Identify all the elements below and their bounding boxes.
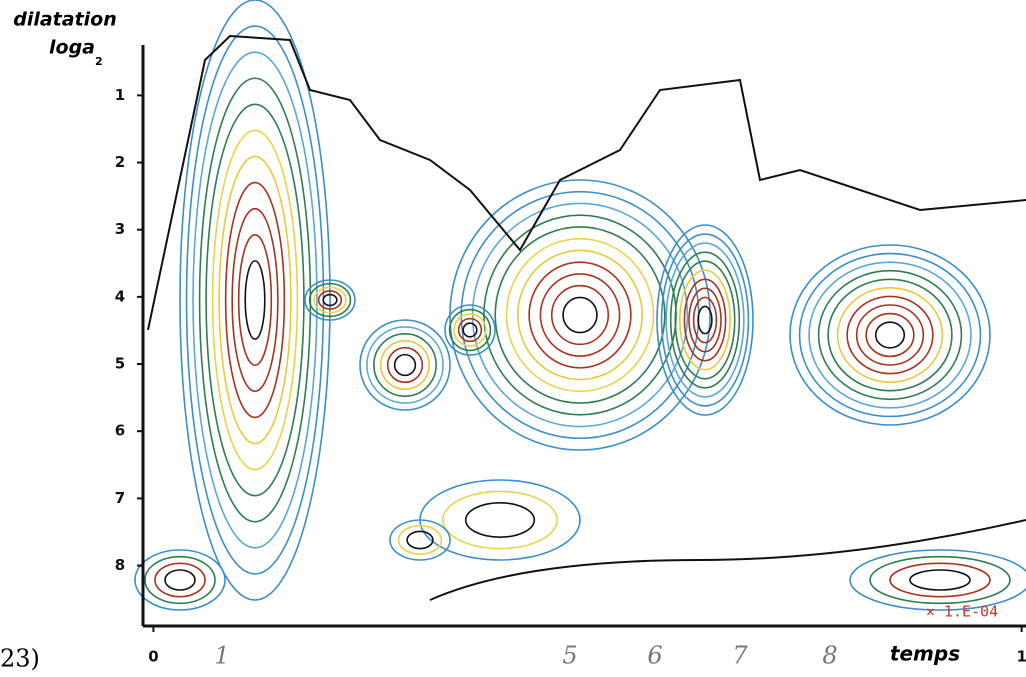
contour-line (144, 555, 216, 605)
contour-line (539, 273, 621, 357)
x-tick-label: 0 (148, 648, 158, 666)
contour-line (379, 339, 431, 391)
contour-line (185, 25, 325, 575)
handwritten-annotation: 5 (562, 642, 577, 670)
contour-line (846, 295, 934, 375)
contour-line (827, 278, 953, 392)
y-tick-label: 7 (115, 489, 125, 507)
contour-line (313, 286, 347, 314)
figure-label: 23) (0, 645, 40, 673)
contour-line (308, 282, 352, 318)
y-label: dilatation (13, 9, 117, 31)
contour-line (874, 321, 906, 349)
y-label-2: loga (49, 37, 95, 59)
contour-line (218, 155, 292, 445)
contour-line (453, 313, 487, 347)
contour-line (462, 322, 478, 338)
contour-line (442, 490, 558, 550)
contour-line (562, 296, 598, 334)
contour-line (889, 562, 991, 598)
contour-line (865, 312, 915, 358)
contour-line (808, 261, 972, 409)
handwritten-annotation: 1 (214, 642, 229, 670)
contour-line (849, 549, 1026, 611)
y-tick-label: 5 (115, 355, 125, 373)
contour-line (683, 278, 727, 362)
handwritten-annotation: 8 (822, 642, 837, 670)
contour-line (528, 261, 632, 369)
y-tick-label: 2 (115, 153, 125, 171)
contour-line (550, 284, 610, 346)
contour-line (444, 304, 496, 356)
contour-line (393, 353, 417, 377)
scale-note: × 1.E-04 (926, 603, 998, 621)
contour-line (373, 333, 437, 397)
contour-line (483, 214, 677, 416)
contour-line (366, 326, 444, 404)
handwritten-annotation: 6 (647, 642, 662, 670)
contour-outline (429, 519, 1026, 601)
contour-line (669, 251, 741, 389)
contour-line (471, 202, 689, 428)
contour-line (205, 103, 305, 497)
y-tick-label: 1 (115, 86, 125, 104)
contour-line (231, 207, 279, 393)
contour-line (517, 249, 643, 381)
contour-line (198, 77, 312, 523)
contour-line (789, 244, 991, 426)
y-tick-label: 8 (115, 556, 125, 574)
x-tick-label: 1 (1016, 648, 1026, 666)
contour-line (665, 242, 745, 398)
contour-line (134, 549, 226, 611)
contour-line (674, 260, 736, 380)
contour-outline (147, 34, 1026, 331)
contour-line (192, 51, 318, 549)
contour-line (457, 317, 483, 343)
contour-line (211, 129, 299, 471)
contour-line (179, 0, 331, 601)
y-label-subscript: 2 (95, 55, 103, 68)
y-tick-label: 3 (115, 220, 125, 238)
contour-line (244, 260, 266, 340)
contour-line (660, 233, 750, 407)
contour-line (656, 224, 754, 416)
contour-line (494, 226, 666, 404)
contour-line (798, 252, 982, 418)
contour-line (679, 269, 731, 371)
contour-line (697, 305, 713, 335)
contour-line (460, 190, 700, 440)
contour-line (817, 269, 963, 401)
contour-line (154, 562, 206, 598)
contour-line (359, 319, 451, 411)
contour-line (397, 524, 443, 556)
contour-line (688, 287, 722, 353)
contour-line (692, 296, 718, 344)
contour-line (448, 308, 492, 352)
y-tick-label: 6 (115, 422, 125, 440)
handwritten-annotation: 7 (732, 642, 748, 670)
contour-line (304, 279, 356, 321)
contour-line (869, 555, 1011, 605)
contour-line (505, 237, 655, 393)
contour-line (406, 530, 434, 550)
contour-line (909, 569, 971, 591)
x-label: temps (890, 642, 960, 666)
contour-line (237, 233, 273, 367)
contour-line (224, 181, 286, 419)
contour-line (164, 569, 196, 591)
contour-line (836, 287, 944, 383)
contour-line (464, 502, 536, 538)
contour-line (322, 293, 338, 307)
contour-line (386, 346, 424, 384)
contour-line (317, 290, 343, 310)
y-tick-label: 4 (115, 287, 125, 305)
contour-line (855, 304, 925, 366)
contour-field (134, 0, 1026, 611)
contour-line (389, 519, 451, 561)
